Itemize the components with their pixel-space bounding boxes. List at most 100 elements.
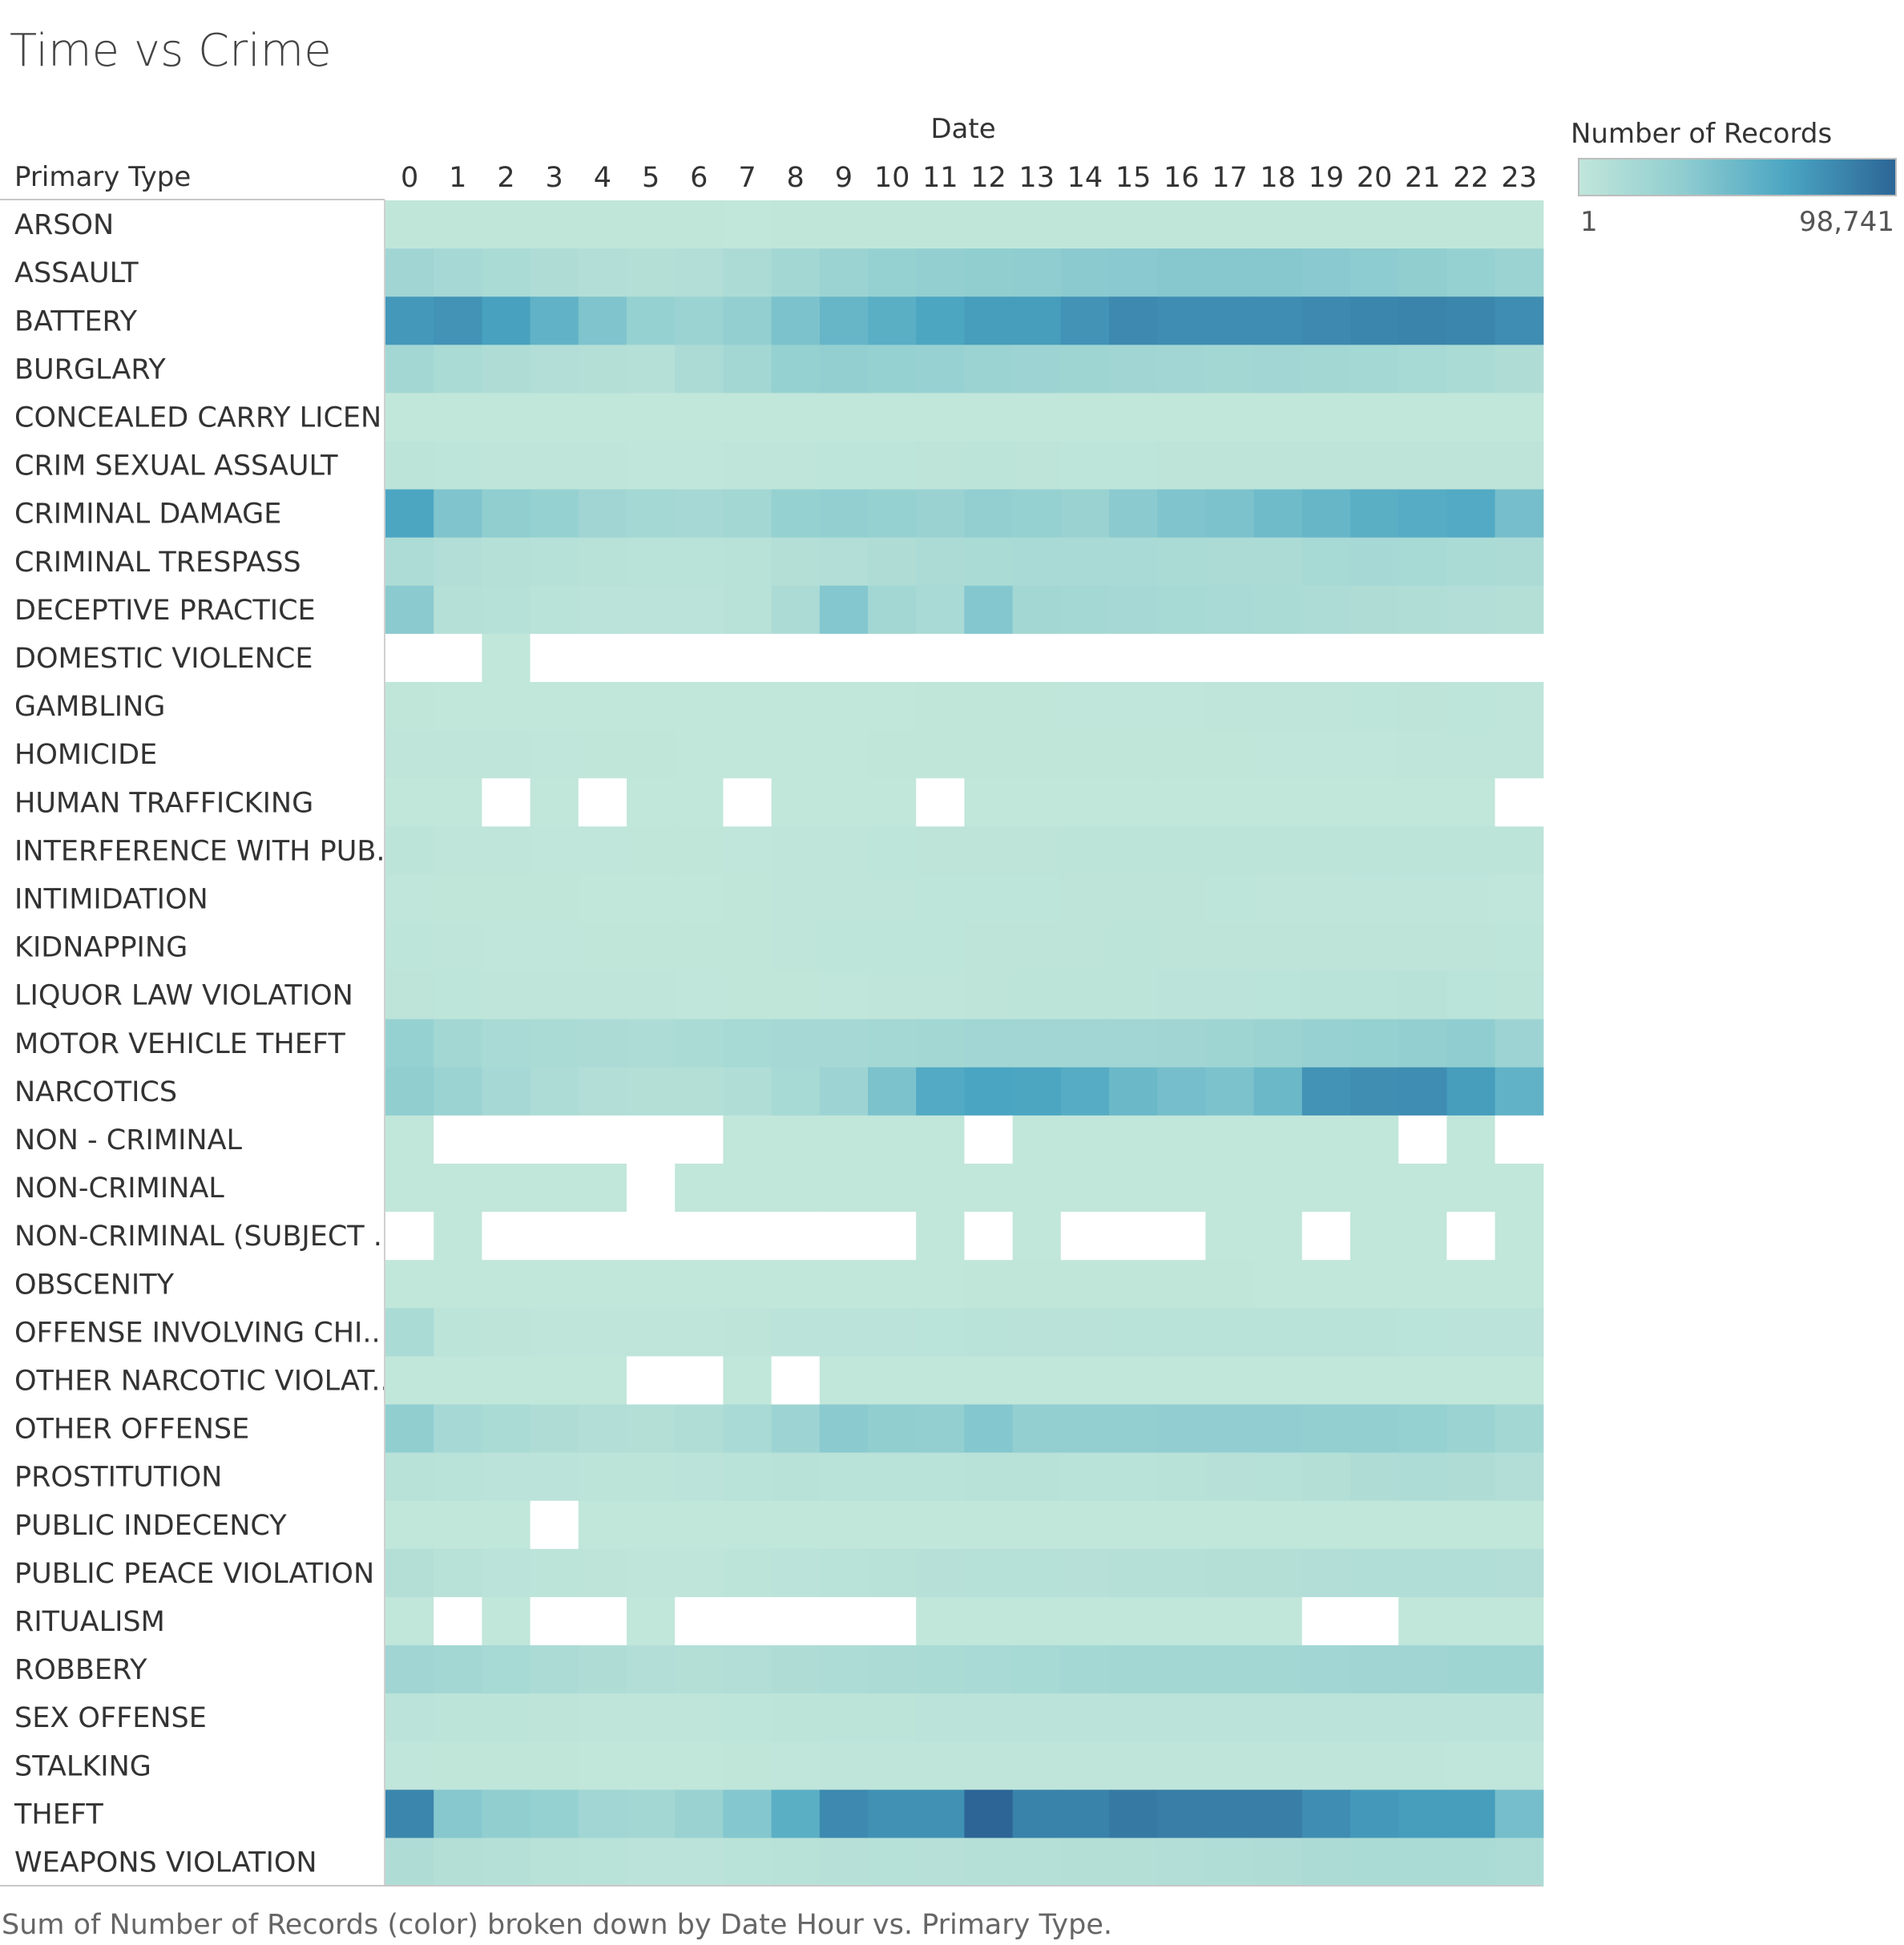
heatmap-cell — [1350, 537, 1399, 587]
heatmap-cell — [1157, 1741, 1206, 1790]
heatmap-cell — [530, 1212, 579, 1261]
heatmap-cell — [1398, 730, 1447, 779]
heatmap-cell — [1157, 1838, 1206, 1887]
heatmap-cell — [385, 1115, 434, 1164]
heatmap-cell — [530, 1404, 579, 1454]
heatmap-cell — [578, 297, 627, 345]
heatmap-cell — [1301, 1019, 1351, 1068]
heatmap-cell — [1012, 778, 1062, 827]
heatmap-cell — [723, 1308, 772, 1357]
heatmap-cell — [1495, 633, 1544, 683]
heatmap-cell — [916, 1500, 965, 1550]
column-label-7: 7 — [738, 162, 756, 194]
heatmap-cell — [1012, 1164, 1062, 1213]
row-label: THEFT — [14, 1798, 103, 1830]
heatmap-cell — [723, 297, 772, 345]
heatmap-cell — [1109, 1645, 1158, 1694]
heatmap-cell — [1495, 1164, 1544, 1213]
heatmap-cell — [627, 1645, 676, 1694]
row-label: NON-CRIMINAL — [14, 1172, 224, 1205]
heatmap-cell — [530, 1790, 579, 1838]
heatmap-cell — [723, 1115, 772, 1164]
heatmap-cell — [1495, 1115, 1544, 1164]
heatmap-cell — [1398, 585, 1447, 635]
column-label-16: 16 — [1164, 162, 1200, 194]
heatmap-cell — [1398, 248, 1447, 297]
heatmap-cell — [434, 585, 482, 635]
heatmap-cell — [1398, 537, 1447, 587]
heatmap-cell — [723, 1500, 772, 1550]
heatmap-cell — [771, 585, 821, 635]
heatmap-cell — [1350, 1067, 1399, 1116]
heatmap-cell — [385, 585, 434, 635]
heatmap-cell — [868, 1019, 917, 1068]
heatmap-cell — [482, 537, 531, 587]
heatmap-cell — [482, 1596, 531, 1646]
heatmap-cell — [1253, 1693, 1303, 1742]
heatmap-cell — [1060, 393, 1110, 442]
heatmap-cell — [723, 682, 772, 731]
heatmap-cell — [482, 682, 531, 731]
heatmap-cell — [868, 682, 917, 731]
heatmap-cell — [771, 922, 821, 972]
heatmap-cell — [723, 1548, 772, 1598]
heatmap-cell — [1398, 1212, 1447, 1261]
heatmap-cell — [627, 730, 676, 779]
heatmap-cell — [1495, 1645, 1544, 1694]
heatmap-cell — [1253, 730, 1303, 779]
heatmap-cell — [1495, 1452, 1544, 1502]
heatmap-cell — [1157, 1548, 1206, 1598]
heatmap-cell — [1253, 585, 1303, 635]
heatmap-cell — [530, 1019, 579, 1068]
heatmap-cell — [1012, 1838, 1062, 1887]
heatmap-cell — [868, 297, 917, 345]
heatmap-cell — [771, 200, 821, 249]
heatmap-cell — [385, 778, 434, 827]
heatmap-cell — [723, 1790, 772, 1838]
heatmap-cell — [723, 633, 772, 683]
heatmap-cell — [1446, 1260, 1496, 1309]
heatmap-cell — [578, 826, 627, 875]
heatmap-cell — [1060, 1645, 1110, 1694]
heatmap-cell — [1109, 1356, 1158, 1406]
heatmap-cell — [1495, 1067, 1544, 1116]
heatmap-cell — [964, 441, 1014, 490]
heatmap-cell — [627, 1260, 676, 1309]
heatmap-cell — [1060, 248, 1110, 297]
heatmap-cell — [819, 1500, 869, 1550]
heatmap-cell — [385, 1452, 434, 1502]
heatmap-cell — [434, 441, 482, 490]
heatmap-cell — [916, 778, 965, 827]
heatmap-cell — [434, 633, 482, 683]
heatmap-cell — [1157, 345, 1206, 393]
row-label: DECEPTIVE PRACTICE — [14, 595, 316, 627]
heatmap-cell — [1109, 1452, 1158, 1502]
heatmap-cell — [530, 1548, 579, 1598]
heatmap-cell — [1205, 1693, 1255, 1742]
heatmap-cell — [1253, 1164, 1303, 1213]
heatmap-cell — [1109, 248, 1158, 297]
heatmap-cell — [916, 1741, 965, 1790]
heatmap-cell — [1205, 682, 1255, 731]
heatmap-cell — [964, 1115, 1014, 1164]
heatmap-cell — [385, 1596, 434, 1646]
heatmap-cell — [916, 1404, 965, 1454]
heatmap-cell — [434, 1308, 482, 1357]
column-label-11: 11 — [922, 162, 958, 194]
heatmap-cell — [434, 874, 482, 924]
heatmap-cell — [1253, 1308, 1303, 1357]
heatmap-cell — [916, 297, 965, 345]
heatmap-cell — [1446, 393, 1496, 442]
heatmap-cell — [819, 200, 869, 249]
heatmap-cell — [1446, 1548, 1496, 1598]
heatmap-cell — [627, 489, 676, 539]
heatmap-cell — [434, 778, 482, 827]
heatmap-cell — [1495, 1404, 1544, 1454]
heatmap-cell — [723, 1452, 772, 1502]
heatmap-cell — [1060, 1019, 1110, 1068]
heatmap-cell — [1253, 441, 1303, 490]
heatmap-cell — [1157, 489, 1206, 539]
heatmap-cell — [723, 1164, 772, 1213]
heatmap-cell — [627, 297, 676, 345]
heatmap-cell — [819, 1596, 869, 1646]
